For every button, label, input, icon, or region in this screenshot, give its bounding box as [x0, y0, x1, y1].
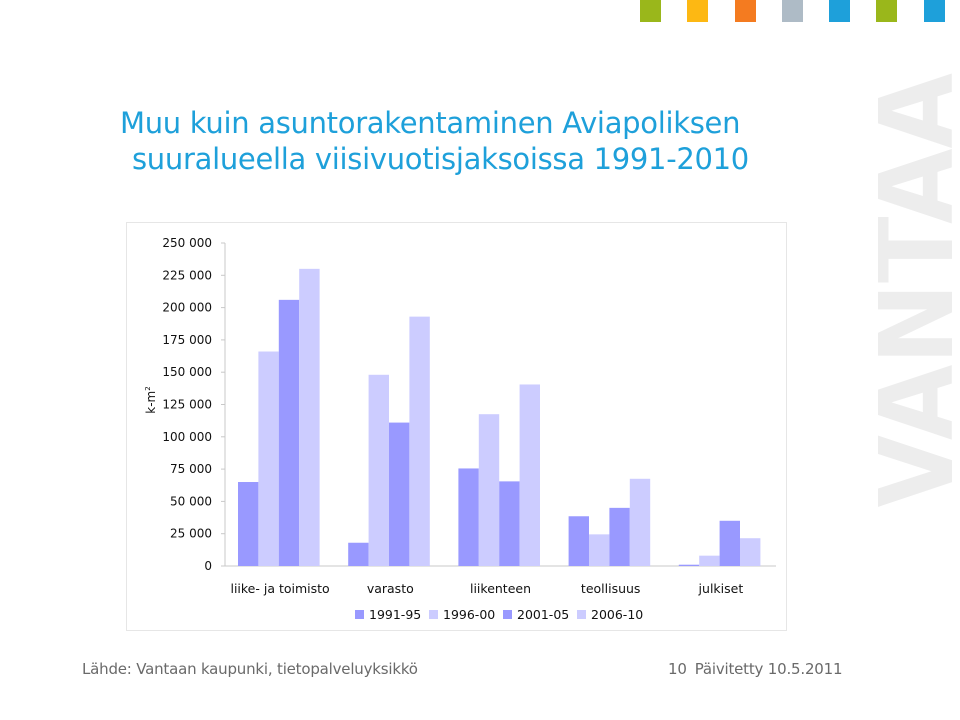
- bar-2006-10-teollisuus: [629, 478, 651, 566]
- y-tick-label: 25 000: [170, 527, 212, 541]
- y-axis-label-superscript: 2: [144, 386, 152, 391]
- watermark-text: VANTAA: [878, 73, 960, 509]
- bar-2001-05-varasto: [389, 422, 410, 566]
- page-number: 10: [668, 660, 687, 678]
- source-note: Lähde: Vantaan kaupunki, tietopalveluyks…: [82, 660, 418, 678]
- bar-1996-00-liike--ja-toimisto: [258, 351, 279, 566]
- bar-1991-95-julkiset: [678, 564, 700, 566]
- legend-label: 2006-10: [591, 607, 643, 622]
- bar-1991-95-liikenteen: [458, 468, 479, 566]
- title-line-2: suuralueella viisivuotisjaksoissa 1991-2…: [132, 142, 749, 176]
- bar-1996-00-teollisuus: [589, 534, 610, 566]
- y-tick-label: 175 000: [162, 333, 212, 347]
- top-square-2: [687, 0, 708, 22]
- y-axis-label-text: k-m: [144, 390, 158, 414]
- legend-label: 1991-95: [369, 607, 421, 622]
- updated-date: Päivitetty 10.5.2011: [694, 660, 843, 678]
- bar-2006-10-julkiset: [740, 538, 761, 566]
- bar-1991-95-varasto: [348, 542, 369, 566]
- top-square-3: [735, 0, 756, 22]
- legend-label: 2001-05: [517, 607, 569, 622]
- x-tick-label: varasto: [367, 581, 414, 596]
- legend-swatch: [355, 610, 364, 619]
- bar-2006-10-liike--ja-toimisto: [299, 268, 320, 566]
- bar-2001-05-julkiset: [719, 520, 740, 566]
- top-square-1: [640, 0, 661, 22]
- bar-1996-00-liikenteen: [478, 414, 500, 566]
- y-tick-label: 250 000: [162, 236, 212, 250]
- top-color-squares: [640, 0, 960, 22]
- x-tick-label: teollisuus: [581, 581, 641, 596]
- y-tick-label: 100 000: [162, 430, 212, 444]
- bar-1991-95-teollisuus: [568, 516, 589, 566]
- bar-1996-00-julkiset: [699, 555, 720, 566]
- y-tick-label: 200 000: [162, 301, 212, 315]
- legend-swatch: [503, 610, 512, 619]
- y-tick-label: 50 000: [170, 494, 212, 508]
- bar-2006-10-liikenteen: [519, 384, 540, 566]
- x-tick-label: liikenteen: [470, 581, 531, 596]
- vantaa-watermark-logo: VANTAA: [878, 73, 960, 509]
- x-tick-label: julkiset: [698, 581, 744, 596]
- y-axis-label: k-m2: [128, 380, 168, 420]
- title-line-1: Muu kuin asuntorakentaminen Aviapoliksen: [120, 106, 741, 140]
- bar-1991-95-liike--ja-toimisto: [238, 482, 259, 566]
- bar-2001-05-liike--ja-toimisto: [278, 299, 300, 566]
- bar-2001-05-teollisuus: [609, 507, 630, 566]
- page-title: Muu kuin asuntorakentaminen Aviapoliksen…: [120, 105, 840, 177]
- y-tick-label: 0: [204, 559, 212, 573]
- y-tick-label: 75 000: [170, 462, 212, 476]
- y-tick-label: 150 000: [162, 365, 212, 379]
- bar-2001-05-liikenteen: [499, 481, 520, 566]
- legend-swatch: [429, 610, 438, 619]
- bar-2006-10-varasto: [409, 316, 430, 566]
- top-square-6: [876, 0, 897, 22]
- legend-label: 1996-00: [443, 607, 495, 622]
- top-square-7: [924, 0, 945, 22]
- y-tick-label: 225 000: [162, 268, 212, 282]
- legend-swatch: [577, 610, 586, 619]
- top-square-4: [782, 0, 803, 22]
- footer-right: 10 Päivitetty 10.5.2011: [668, 660, 843, 678]
- y-tick-label: 125 000: [162, 398, 212, 412]
- top-square-5: [829, 0, 850, 22]
- x-tick-label: liike- ja toimisto: [230, 581, 329, 596]
- bar-1996-00-varasto: [368, 374, 389, 566]
- bar-chart: 0 25 000 50 000 75 000 100 000 125 000 150 000…: [162, 236, 776, 622]
- chart-frame: [126, 222, 787, 631]
